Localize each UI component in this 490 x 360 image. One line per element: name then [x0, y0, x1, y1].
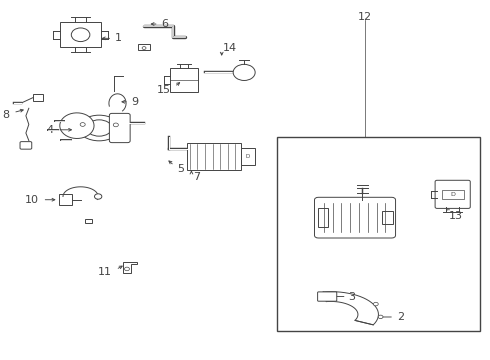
- Bar: [442, 190, 464, 199]
- Text: 12: 12: [358, 12, 372, 22]
- Bar: [138, 44, 150, 50]
- Text: 1: 1: [115, 33, 122, 43]
- Bar: [241, 148, 255, 166]
- FancyBboxPatch shape: [171, 68, 198, 92]
- Text: 2: 2: [397, 312, 405, 322]
- Text: 6: 6: [161, 19, 168, 29]
- Text: 3: 3: [349, 292, 356, 302]
- Ellipse shape: [86, 120, 112, 136]
- Bar: [187, 143, 241, 171]
- Polygon shape: [60, 113, 94, 139]
- Ellipse shape: [78, 115, 120, 141]
- Bar: [277, 137, 480, 330]
- FancyBboxPatch shape: [435, 180, 470, 208]
- Circle shape: [124, 267, 129, 271]
- FancyBboxPatch shape: [60, 22, 101, 47]
- Bar: [383, 211, 393, 224]
- FancyBboxPatch shape: [318, 292, 337, 301]
- Text: 13: 13: [449, 211, 463, 221]
- Text: 7: 7: [193, 172, 200, 183]
- Bar: [59, 194, 72, 205]
- Polygon shape: [123, 262, 137, 273]
- Text: 14: 14: [223, 43, 237, 53]
- Text: 10: 10: [25, 195, 39, 205]
- Circle shape: [113, 123, 119, 127]
- Circle shape: [142, 46, 146, 49]
- Circle shape: [95, 194, 102, 199]
- Text: 4: 4: [46, 125, 53, 135]
- Text: D: D: [450, 192, 455, 197]
- Bar: [318, 208, 327, 227]
- Text: 11: 11: [98, 267, 112, 277]
- FancyBboxPatch shape: [20, 141, 32, 149]
- Polygon shape: [323, 292, 378, 325]
- FancyBboxPatch shape: [109, 113, 130, 143]
- Circle shape: [378, 315, 383, 319]
- Bar: [85, 219, 92, 224]
- Circle shape: [373, 302, 378, 306]
- Circle shape: [80, 123, 85, 126]
- Text: 8: 8: [2, 110, 10, 120]
- Circle shape: [72, 28, 90, 41]
- Text: 15: 15: [157, 85, 171, 95]
- Circle shape: [233, 64, 255, 81]
- Text: 5: 5: [177, 163, 184, 174]
- Text: D: D: [246, 154, 250, 159]
- Text: 9: 9: [131, 97, 139, 107]
- FancyBboxPatch shape: [315, 197, 395, 238]
- Bar: [33, 94, 44, 101]
